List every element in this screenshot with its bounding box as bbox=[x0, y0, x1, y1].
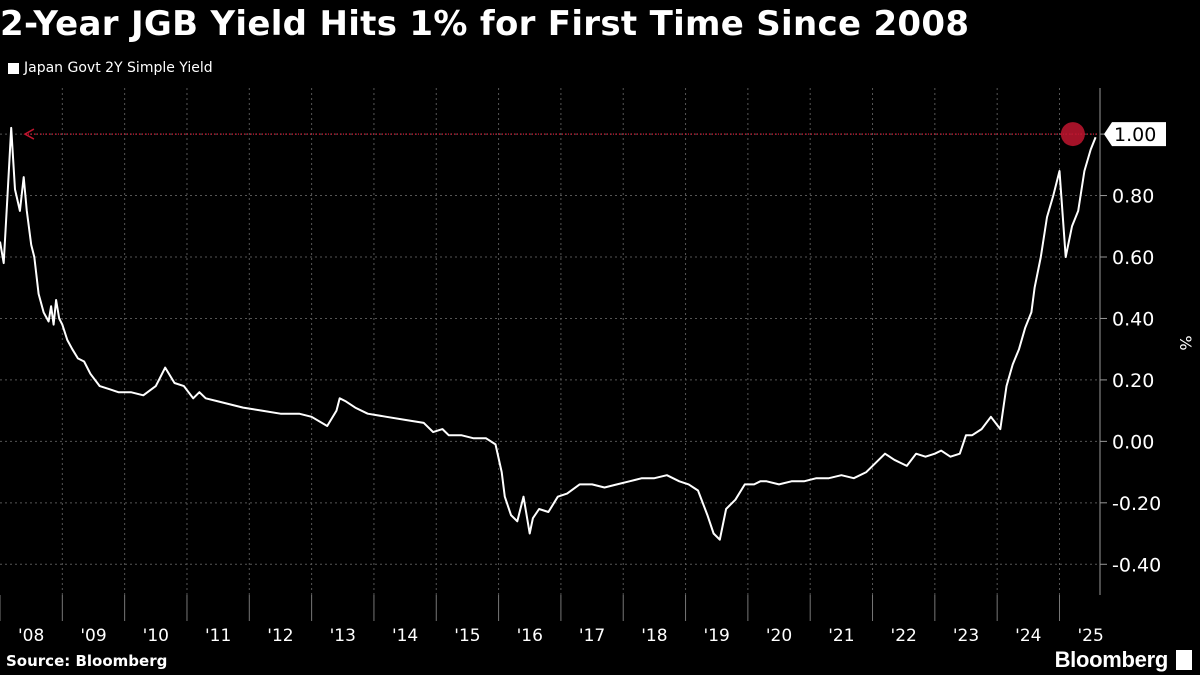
x-tick-label: '17 bbox=[579, 626, 605, 646]
x-tick-label: '16 bbox=[517, 626, 543, 646]
x-tick-label: '12 bbox=[267, 626, 293, 646]
x-tick-label: '24 bbox=[1015, 626, 1041, 646]
y-tick-label: -0.40 bbox=[1112, 554, 1161, 576]
x-tick-label: '18 bbox=[641, 626, 667, 646]
x-tick-label: '11 bbox=[205, 626, 231, 646]
highlight-marker bbox=[1060, 122, 1085, 147]
x-tick-label: '23 bbox=[953, 626, 979, 646]
y-tick-label: 0.00 bbox=[1112, 431, 1154, 453]
y-tick-label: 0.40 bbox=[1112, 308, 1154, 330]
chart-title: 2-Year JGB Yield Hits 1% for First Time … bbox=[0, 4, 970, 44]
brand-name: Bloomberg bbox=[1054, 647, 1169, 672]
y-tick-label: 0.60 bbox=[1112, 247, 1154, 269]
legend-swatch bbox=[8, 62, 19, 74]
x-tick-label: '15 bbox=[454, 626, 480, 646]
x-tick-label: '14 bbox=[392, 626, 418, 646]
value-tag-label: 1.00 bbox=[1114, 124, 1156, 146]
x-tick-label: '10 bbox=[143, 626, 169, 646]
y-tick-label: -0.20 bbox=[1112, 493, 1161, 515]
brand: Bloomberg bbox=[1055, 647, 1192, 673]
legend-label: Japan Govt 2Y Simple Yield bbox=[24, 60, 213, 76]
x-tick-label: '20 bbox=[766, 626, 792, 646]
x-tick-label: '13 bbox=[330, 626, 356, 646]
x-tick-label: '21 bbox=[828, 626, 854, 646]
x-tick-label: '08 bbox=[18, 626, 44, 646]
bloomberg-terminal-icon bbox=[1176, 650, 1192, 670]
annotation-arrowhead bbox=[23, 128, 35, 140]
source-note: Source: Bloomberg bbox=[6, 652, 168, 670]
x-tick-label: '19 bbox=[704, 626, 730, 646]
value-tag bbox=[1104, 122, 1166, 147]
y-axis-unit: % bbox=[1176, 335, 1195, 350]
y-tick-label: 0.80 bbox=[1112, 186, 1154, 208]
x-tick-label: '09 bbox=[80, 626, 106, 646]
legend: Japan Govt 2Y Simple Yield bbox=[8, 60, 213, 76]
yield-line bbox=[0, 126, 1097, 541]
x-tick-label: '25 bbox=[1077, 626, 1103, 646]
y-tick-label: 0.20 bbox=[1112, 370, 1154, 392]
x-tick-label: '22 bbox=[891, 626, 917, 646]
